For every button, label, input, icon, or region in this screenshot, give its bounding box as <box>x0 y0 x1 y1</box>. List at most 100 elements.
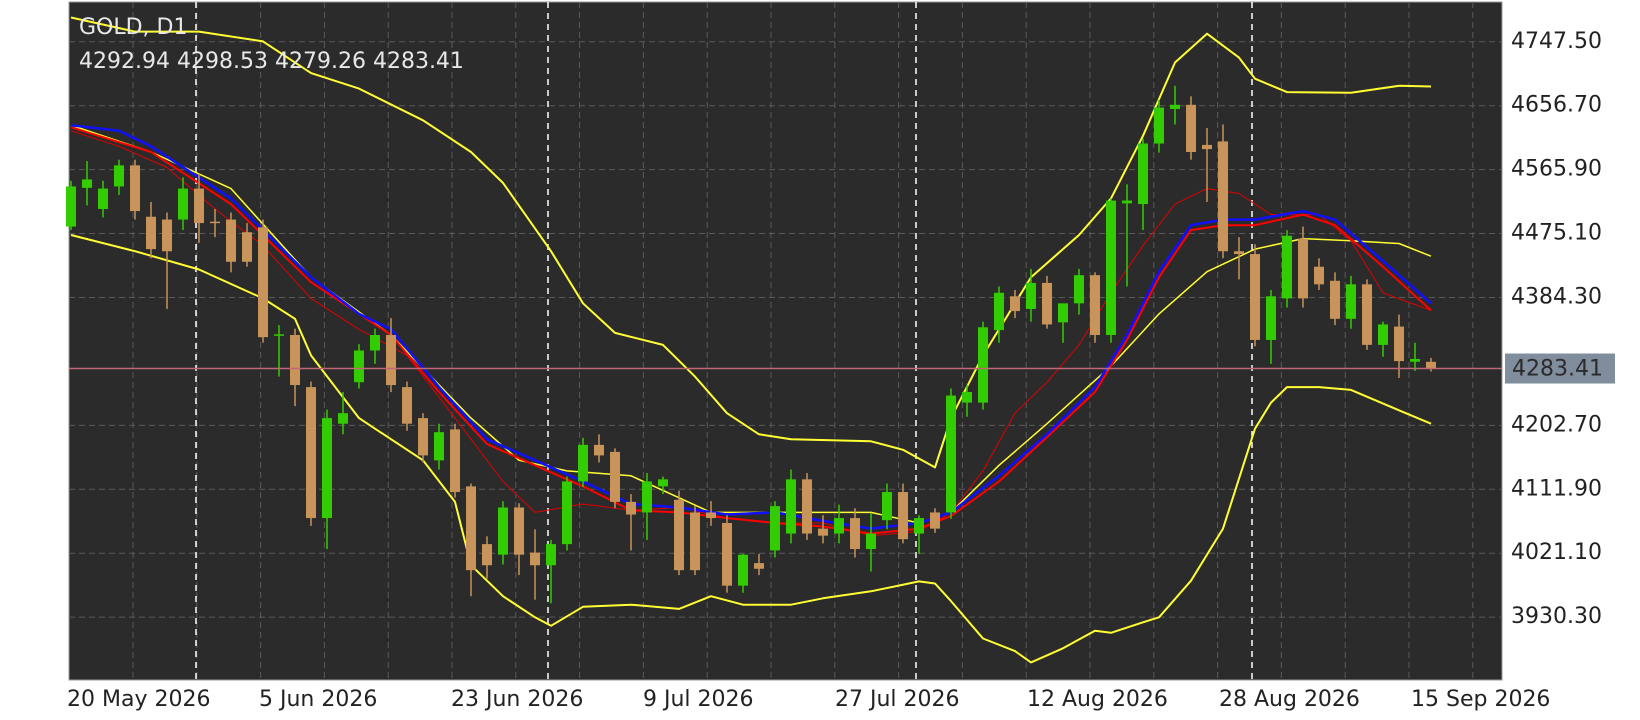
candle-body <box>370 335 380 351</box>
candle-body <box>642 481 652 513</box>
candle-body <box>594 444 604 456</box>
candle-body <box>962 392 972 403</box>
candle-body <box>482 544 492 566</box>
candle-body <box>1266 296 1276 340</box>
candle-body <box>866 533 876 550</box>
candle-body <box>898 492 908 540</box>
candle-body <box>690 512 700 571</box>
candle-body <box>674 499 684 571</box>
candle-body <box>1170 104 1180 110</box>
candle-body <box>194 188 204 224</box>
candle-body <box>434 432 444 461</box>
candle-body <box>882 492 892 521</box>
x-tick-label: 12 Aug 2026 <box>1027 687 1168 712</box>
x-tick-label: 5 Jun 2026 <box>259 687 377 712</box>
ohlc-close: 4283.41 <box>373 49 464 74</box>
candle-body <box>162 219 172 252</box>
candle-body <box>1186 104 1196 152</box>
candle-body <box>1122 200 1132 204</box>
candle-body <box>1090 275 1100 336</box>
candle-body <box>146 216 156 250</box>
candle-body <box>130 165 140 212</box>
candle-body <box>978 327 988 403</box>
candle-body <box>914 518 924 534</box>
candle-body <box>498 507 508 555</box>
candle-body <box>1074 275 1084 304</box>
candle-body <box>930 512 940 529</box>
candle-body <box>338 413 348 424</box>
candle-body <box>1138 143 1148 205</box>
candle-body <box>770 506 780 551</box>
candle-body <box>530 552 540 566</box>
y-tick-label: 4747.50 <box>1511 29 1602 54</box>
candle-body <box>994 292 1004 331</box>
candle-body <box>178 188 188 220</box>
candle-body <box>946 395 956 513</box>
x-tick-label: 23 Jun 2026 <box>451 687 583 712</box>
candle-body <box>1426 361 1436 369</box>
candle-body <box>354 350 364 383</box>
chart-title: GOLD, D1 <box>79 15 188 40</box>
candle-body <box>786 479 796 534</box>
candle-body <box>706 512 716 519</box>
candle-body <box>1154 107 1164 144</box>
candle-body <box>386 335 396 386</box>
candle-body <box>1410 358 1420 362</box>
candle-body <box>802 479 812 534</box>
candle-body <box>1058 303 1068 323</box>
candle-body <box>658 479 668 487</box>
candle-body <box>1362 284 1372 345</box>
candle-body <box>1378 324 1388 345</box>
grid <box>69 2 1502 680</box>
y-tick-label: 4565.90 <box>1511 157 1602 182</box>
candle-body <box>258 227 268 338</box>
candle-body <box>1394 326 1404 362</box>
candle-body <box>1106 200 1116 336</box>
candle-body <box>514 507 524 555</box>
candle-body <box>242 232 252 262</box>
candle-body <box>1026 282 1036 309</box>
candle-body <box>66 186 76 227</box>
candle-body <box>274 334 284 336</box>
candle-body <box>1010 296 1020 312</box>
candle-body <box>818 528 828 536</box>
candle-body <box>402 387 412 424</box>
candle-body <box>82 179 92 188</box>
y-tick-label: 4384.30 <box>1511 284 1602 309</box>
candle-body <box>850 518 860 550</box>
candle-body <box>1234 251 1244 255</box>
y-tick-label: 4475.10 <box>1511 221 1602 246</box>
y-tick-label: 4111.90 <box>1511 476 1602 501</box>
candle-body <box>1250 254 1260 340</box>
candle-body <box>578 444 588 482</box>
candle-body <box>546 544 556 566</box>
candle-body <box>1330 280 1340 319</box>
x-tick-label: 20 May 2026 <box>67 687 210 712</box>
plot-area <box>68 1 1503 681</box>
candle-body <box>322 418 332 519</box>
candle-body <box>1042 282 1052 325</box>
candle-body <box>1346 284 1356 319</box>
ohlc-low: 4279.26 <box>275 49 366 74</box>
x-tick-label: 15 Sep 2026 <box>1411 687 1550 712</box>
candle-body <box>306 387 316 519</box>
candle-body <box>1218 141 1228 252</box>
y-tick-label: 4202.70 <box>1511 412 1602 437</box>
price-label: 4283.41 <box>1512 357 1603 382</box>
indicator-line <box>70 16 1432 469</box>
y-tick-label: 4021.10 <box>1511 540 1602 565</box>
candle-body <box>210 221 220 224</box>
ohlc-readout: 4292.94 4298.53 4279.26 4283.41 <box>79 49 464 74</box>
x-tick-label: 9 Jul 2026 <box>643 687 754 712</box>
y-tick-label: 3930.30 <box>1511 604 1602 629</box>
candle-body <box>1314 266 1324 285</box>
candle-body <box>1282 235 1292 299</box>
candle-body <box>450 429 460 493</box>
candle-body <box>754 563 764 569</box>
y-tick-label: 4656.70 <box>1511 93 1602 118</box>
ohlc-high: 4298.53 <box>177 49 268 74</box>
x-tick-label: 28 Aug 2026 <box>1219 687 1360 712</box>
candle-body <box>466 486 476 571</box>
candle-body <box>226 219 236 262</box>
